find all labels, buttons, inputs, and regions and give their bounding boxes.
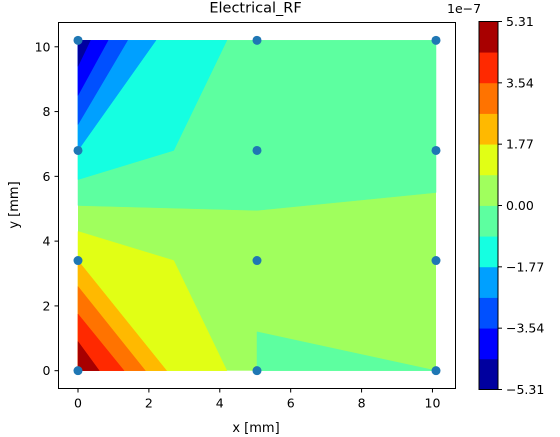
contour-region-1 bbox=[256, 331, 437, 371]
x-tick-label: 0 bbox=[74, 396, 82, 411]
colorbar-swatch bbox=[479, 236, 498, 268]
colorbar-exponent: 1e−7 bbox=[447, 1, 481, 16]
data-point bbox=[252, 256, 262, 266]
contour-region-5 bbox=[77, 40, 109, 96]
data-point bbox=[73, 256, 83, 266]
chart-title: Electrical_RF bbox=[209, 1, 301, 17]
y-tick-label: 0 bbox=[43, 363, 51, 378]
colorbar-swatch bbox=[479, 52, 498, 84]
y-tick-label: 2 bbox=[43, 298, 51, 313]
colorbar-swatch bbox=[479, 358, 498, 390]
data-point bbox=[252, 35, 262, 45]
contour-region-11 bbox=[77, 340, 100, 371]
y-tick-label: 6 bbox=[43, 169, 51, 184]
data-point bbox=[431, 366, 441, 376]
colorbar-swatch bbox=[479, 297, 498, 329]
data-point bbox=[73, 366, 83, 376]
colorbar-swatch bbox=[479, 113, 498, 145]
data-point bbox=[73, 35, 83, 45]
x-tick-label: 8 bbox=[358, 396, 366, 411]
y-tick-label: 4 bbox=[43, 234, 51, 249]
contour-region-6 bbox=[77, 40, 91, 67]
colorbar-tick-label: 3.54 bbox=[506, 75, 534, 90]
x-tick-label: 6 bbox=[287, 396, 295, 411]
colorbar-swatch bbox=[479, 174, 498, 206]
data-point bbox=[431, 256, 441, 266]
data-point bbox=[252, 145, 262, 155]
data-point bbox=[431, 145, 441, 155]
colorbar-swatch bbox=[479, 21, 498, 53]
colorbar-tick-label: 1.77 bbox=[506, 137, 534, 152]
plot-area bbox=[73, 35, 441, 376]
y-tick-label: 10 bbox=[35, 39, 51, 54]
x-tick-label: 2 bbox=[145, 396, 153, 411]
data-point bbox=[252, 366, 262, 376]
x-axis-ticks: 0 2 4 6 8 10 bbox=[74, 388, 441, 411]
colorbar-tick-label: −5.31 bbox=[506, 382, 544, 397]
colorbar-swatch bbox=[479, 328, 498, 360]
data-point bbox=[431, 35, 441, 45]
colorbar-swatch bbox=[479, 82, 498, 114]
colorbar-tick-label: 0.00 bbox=[506, 198, 534, 213]
colorbar: −5.31 −3.54 −1.77 0.00 1.77 3.54 5.31 bbox=[478, 14, 544, 397]
y-axis-label: y [mm] bbox=[7, 181, 22, 228]
colorbar-tick-label: 5.31 bbox=[506, 14, 534, 29]
colorbar-swatch bbox=[479, 205, 498, 237]
colorbar-swatch bbox=[479, 266, 498, 298]
x-axis-label: x [mm] bbox=[232, 421, 279, 436]
colorbar-swatch bbox=[479, 144, 498, 176]
x-tick-label: 4 bbox=[216, 396, 224, 411]
y-axis-ticks: 0 2 4 6 8 10 bbox=[35, 39, 59, 378]
x-tick-label: 10 bbox=[425, 396, 441, 411]
plot-frame bbox=[58, 22, 456, 389]
colorbar-tick-label: −1.77 bbox=[506, 259, 544, 274]
data-point bbox=[73, 145, 83, 155]
y-tick-label: 8 bbox=[43, 104, 51, 119]
colorbar-tick-label: −3.54 bbox=[506, 321, 544, 336]
